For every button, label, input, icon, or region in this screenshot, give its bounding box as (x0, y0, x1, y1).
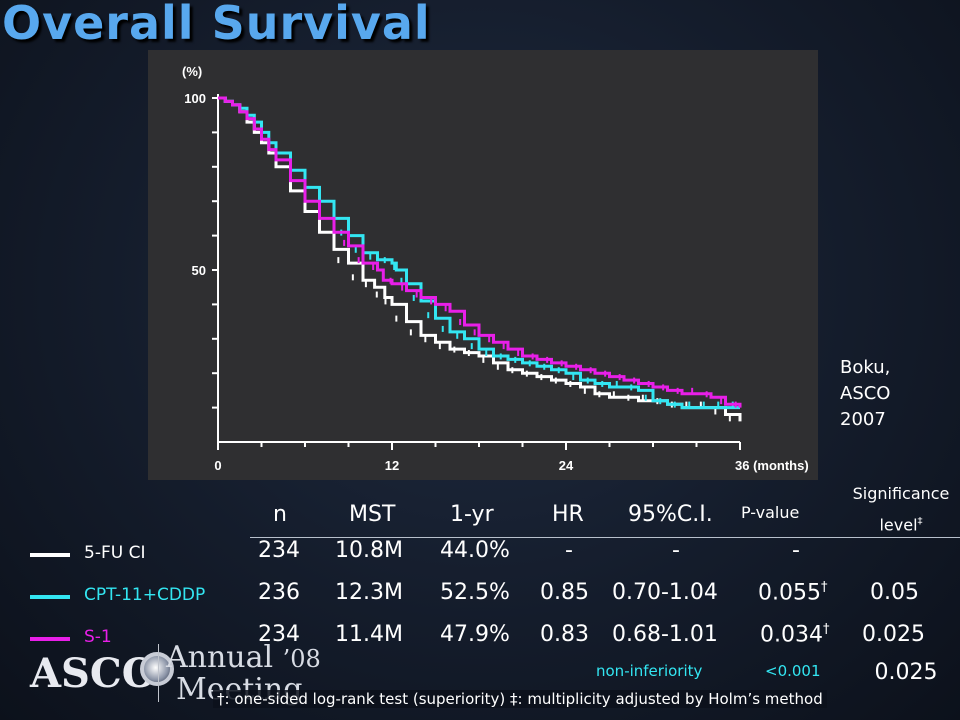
logo-globe-icon (140, 652, 174, 686)
cell-p: 0.055† (758, 580, 827, 605)
x-tick-label: 12 (385, 458, 399, 473)
series-line (218, 96, 740, 410)
group-label: 5-FU CI (84, 543, 146, 563)
cell-p-value: 0.055 (758, 580, 821, 606)
citation-line: Boku, (840, 357, 891, 378)
non-inferiority-significance: 0.025 (874, 660, 938, 685)
cell-n: 234 (258, 622, 300, 647)
cell-1yr: 44.0% (440, 538, 510, 563)
citation-line: ASCO (840, 383, 891, 404)
y-tick-label: 50 (192, 263, 206, 278)
logo-year: ’08 (282, 645, 321, 673)
header-n: n (273, 502, 287, 527)
citation-line: 2007 (840, 409, 886, 430)
axes-layer (212, 94, 741, 450)
cell-n: 234 (258, 538, 300, 563)
legend-swatch (30, 595, 70, 599)
header-ci: 95%C.I. (628, 502, 713, 527)
header-significance: Significance level‡ (836, 480, 960, 539)
series-layer (218, 96, 742, 422)
cell-1yr: 47.9% (440, 622, 510, 647)
legend-swatch (30, 637, 70, 641)
cell-p: - (792, 538, 800, 563)
header-p-value: P-value (741, 503, 800, 522)
cell-p-value: 0.034 (760, 622, 823, 648)
logo-divider (158, 644, 159, 702)
header-mst: MST (349, 502, 396, 527)
x-tick-label: 0 (214, 458, 221, 473)
header-divider (250, 537, 960, 538)
logo-asco-text: ASCO (30, 650, 157, 697)
table-row: CPT-11+CDDP 236 12.3M 52.5% 0.85 0.70-1.… (0, 578, 960, 614)
y-tick-label: 100 (184, 91, 206, 106)
non-inferiority-p: <0.001 (765, 662, 821, 680)
cell-mst: 10.8M (335, 538, 403, 563)
cell-1yr: 52.5% (440, 580, 510, 605)
cell-significance: 0.025 (862, 622, 925, 647)
cell-significance: 0.05 (870, 580, 919, 605)
dagger-mark: † (822, 622, 830, 637)
cell-hr: 0.83 (540, 622, 589, 647)
header-1yr: 1-yr (450, 502, 494, 527)
cell-p: 0.034† (760, 622, 829, 647)
survival-chart: 100 50 (%) 0 12 24 36 (months) (182, 64, 809, 473)
table-row: S-1 234 11.4M 47.9% 0.83 0.68-1.01 0.034… (0, 620, 960, 656)
header-significance-line2: level (879, 515, 918, 535)
x-tick-label: 36 (months) (735, 458, 809, 473)
cell-hr: - (565, 538, 573, 563)
chart-panel: 100 50 (%) 0 12 24 36 (months) (148, 50, 818, 480)
cell-ci: - (672, 538, 680, 563)
header-hr: HR (552, 502, 584, 527)
slide-title: Overall Survival (2, 0, 431, 50)
cell-mst: 12.3M (335, 580, 403, 605)
logo-annual-word: Annual (166, 640, 274, 675)
logo-annual-text: Annual ’08 (166, 640, 321, 675)
footnote: †: one-sided log-rank test (superiority)… (213, 690, 827, 708)
cell-n: 236 (258, 580, 300, 605)
group-label: CPT-11+CDDP (84, 585, 206, 605)
citation: Boku, ASCO 2007 (840, 355, 950, 433)
group-label: S-1 (84, 627, 112, 647)
cell-mst: 11.4M (335, 622, 403, 647)
legend-swatch (30, 553, 70, 557)
y-axis-label: (%) (182, 64, 202, 79)
cell-ci: 0.70-1.04 (612, 580, 718, 605)
cell-hr: 0.85 (540, 580, 589, 605)
non-inferiority-label: non-inferiority (596, 662, 703, 680)
header-significance-line1: Significance (852, 484, 950, 503)
table-row: 5-FU CI 234 10.8M 44.0% - - - (0, 536, 960, 572)
dagger-mark: † (820, 580, 828, 595)
series-line (218, 96, 742, 422)
labels-layer: 100 50 (%) 0 12 24 36 (months) (182, 64, 809, 473)
double-dagger-mark: ‡ (917, 516, 923, 527)
x-tick-label: 24 (559, 458, 574, 473)
cell-ci: 0.68-1.01 (612, 622, 718, 647)
series-line (218, 96, 742, 408)
